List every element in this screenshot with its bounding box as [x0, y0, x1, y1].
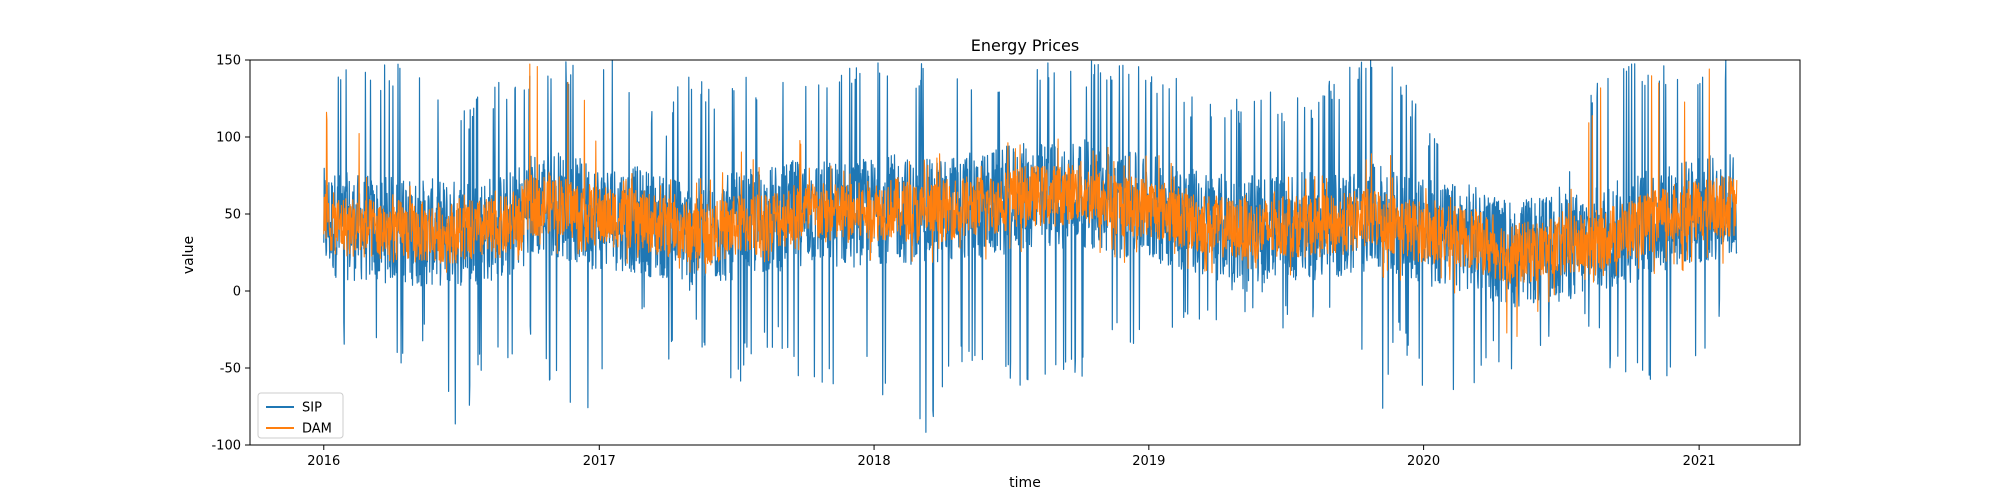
x-tick-label: 2020 [1407, 454, 1440, 469]
plot-frame [249, 59, 1801, 446]
y-axis-label: value [181, 236, 197, 274]
y-tick-label: -100 [211, 439, 241, 454]
series-line-dam [323, 63, 1738, 338]
x-tick-label: 2019 [1132, 454, 1165, 469]
series-group [323, 60, 1738, 433]
plot-area [323, 60, 1738, 433]
legend: SIP DAM [257, 392, 344, 439]
y-tick-label: -50 [220, 362, 241, 377]
chart-title: Energy Prices [971, 36, 1079, 55]
x-tick-label: 2021 [1683, 454, 1716, 469]
x-tick-label: 2018 [858, 454, 891, 469]
y-tick-label: 150 [216, 54, 241, 69]
y-tick-label: 100 [216, 131, 241, 146]
y-tick-label: 50 [224, 208, 241, 223]
x-axis-label: time [1009, 475, 1041, 491]
legend-label-dam: DAM [302, 422, 332, 437]
axes: 2016 2017 2018 2019 2020 2021 -100 -50 0 50 100 150 [211, 54, 1801, 469]
legend-box [257, 392, 344, 439]
legend-label-sip: SIP [302, 401, 322, 416]
y-tick-label: 0 [233, 285, 241, 300]
x-tick-label: 2016 [307, 454, 340, 469]
x-tick-label: 2017 [583, 454, 616, 469]
